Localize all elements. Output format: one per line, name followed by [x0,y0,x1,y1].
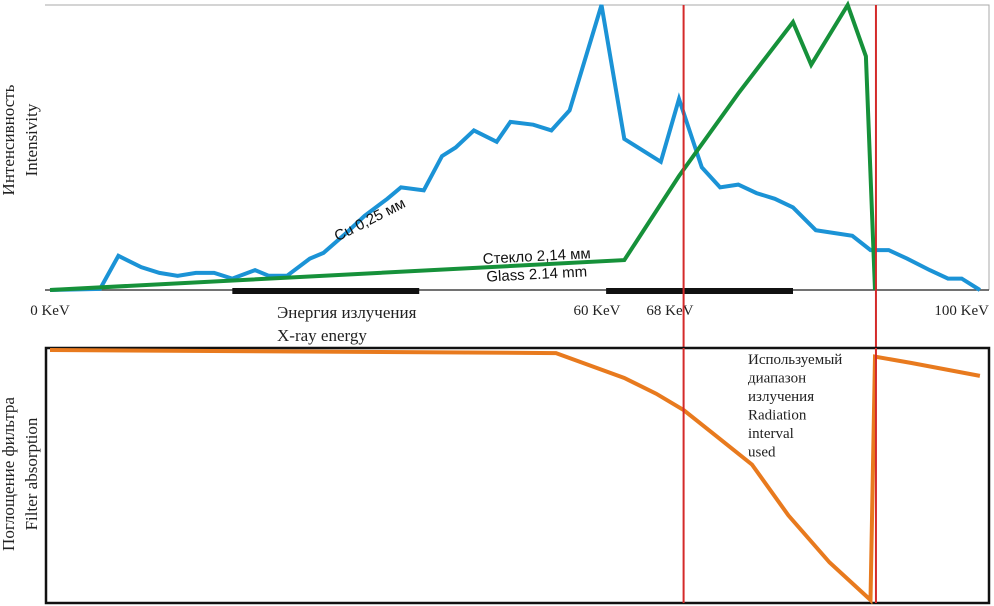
annotation: used [748,445,776,461]
plot-frame [45,4,990,290]
curve-label: Стекло 2,14 мм [482,245,591,268]
plot-frame [44,346,991,605]
x-axis-title: X-ray energy [277,326,367,345]
data-line [49,348,981,605]
x-tick-label: 0 KeV [30,303,70,319]
annotation: диапазон [748,371,806,387]
y-axis-title: Filter absorption [22,417,41,530]
annotation: Radiation [748,408,807,424]
axis-band [232,288,420,294]
data-line [49,0,877,292]
curve-label: Glass 2.14 mm [486,263,588,285]
curve-label: Cu 0,25 мм [332,195,409,245]
y-axis-title: Интенсивность [0,84,18,195]
x-tick-label: 68 KeV [646,303,693,319]
x-axis-title: Энергия излучения [277,303,417,322]
annotation: излучения [748,389,814,405]
x-tick-label: 100 KeV [934,303,989,319]
axis-band [606,288,793,294]
y-axis-title: Поглощение фильтра [0,397,18,551]
y-axis-title: Intensivity [22,103,41,176]
x-tick-label: 60 KeV [573,303,620,319]
annotation: Используемый [748,352,842,368]
data-line [49,4,981,292]
annotation: interval [748,426,794,442]
